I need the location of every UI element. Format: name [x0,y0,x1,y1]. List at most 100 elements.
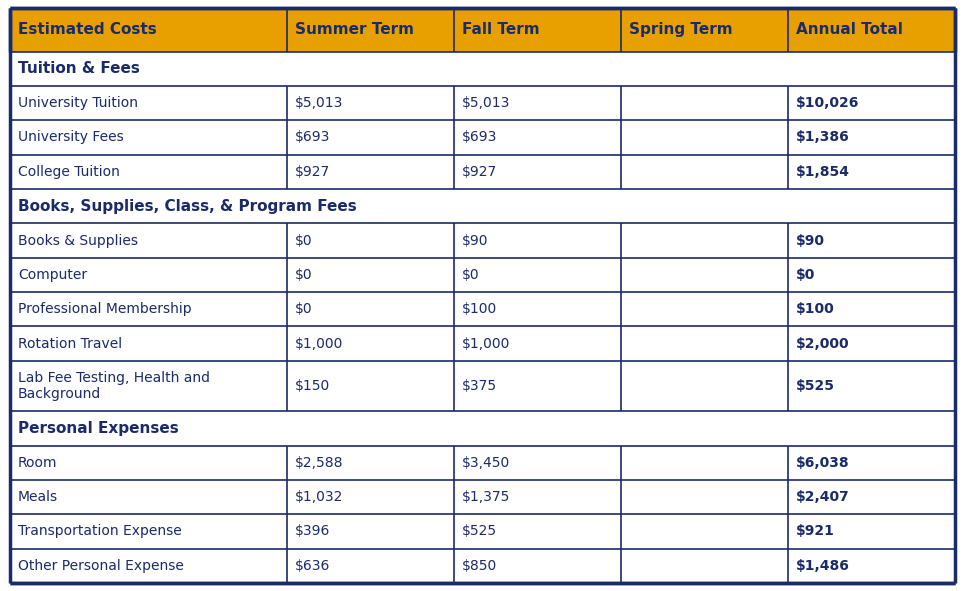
Text: $1,854: $1,854 [796,165,850,179]
Bar [454,8,620,51]
Text: Computer: Computer [18,268,87,282]
Bar [620,155,788,189]
Text: $5,013: $5,013 [462,96,510,110]
Bar [620,514,788,548]
Bar [287,86,454,120]
Bar [454,361,620,411]
Bar [10,223,287,258]
Text: $927: $927 [294,165,330,179]
Text: $850: $850 [462,559,497,573]
Bar [287,120,454,155]
Text: Summer Term: Summer Term [294,22,414,37]
Text: Rotation Travel: Rotation Travel [18,337,123,350]
Bar [454,258,620,292]
Text: $0: $0 [294,268,313,282]
Bar [454,86,620,120]
Bar [788,326,955,361]
Text: $375: $375 [462,379,497,393]
Bar [454,326,620,361]
Bar [287,8,454,51]
Bar [287,548,454,583]
Bar [788,292,955,326]
Bar [788,86,955,120]
Bar [10,86,287,120]
Bar [10,8,287,51]
Text: $150: $150 [294,379,330,393]
Bar [454,514,620,548]
Bar [10,548,287,583]
Bar [454,155,620,189]
Text: University Fees: University Fees [18,131,124,144]
Text: $90: $90 [796,233,825,248]
Text: $921: $921 [796,524,835,538]
Bar [10,446,287,480]
Bar [287,258,454,292]
Text: Books & Supplies: Books & Supplies [18,233,138,248]
Text: University Tuition: University Tuition [18,96,138,110]
Bar [454,446,620,480]
Bar [620,446,788,480]
Text: $1,000: $1,000 [462,337,510,350]
Text: $0: $0 [462,268,480,282]
Bar [287,361,454,411]
Bar [10,120,287,155]
Text: $3,450: $3,450 [462,456,510,470]
Text: Professional Membership: Professional Membership [18,302,192,316]
Text: Transportation Expense: Transportation Expense [18,524,181,538]
Bar [620,361,788,411]
Bar [287,292,454,326]
Bar [10,258,287,292]
Text: Other Personal Expense: Other Personal Expense [18,559,184,573]
Bar [10,361,287,411]
Text: Spring Term: Spring Term [629,22,732,37]
Bar [788,480,955,514]
Text: $0: $0 [294,302,313,316]
Bar [620,8,788,51]
Text: $0: $0 [796,268,815,282]
Bar [620,292,788,326]
Bar [454,292,620,326]
Bar [788,361,955,411]
Bar [454,548,620,583]
Bar [287,480,454,514]
Bar [788,258,955,292]
Text: $693: $693 [462,131,497,144]
Bar [788,8,955,51]
Bar [620,480,788,514]
Text: $525: $525 [462,524,497,538]
Bar [287,326,454,361]
Bar [10,51,955,86]
Bar [10,189,955,223]
Text: Lab Fee Testing, Health and
Background: Lab Fee Testing, Health and Background [18,371,210,401]
Text: $927: $927 [462,165,497,179]
Bar [287,446,454,480]
Text: $1,375: $1,375 [462,490,510,504]
Bar [10,514,287,548]
Bar [620,120,788,155]
Bar [10,480,287,514]
Text: $636: $636 [294,559,330,573]
Text: $396: $396 [294,524,330,538]
Text: $1,000: $1,000 [294,337,344,350]
Bar [620,86,788,120]
Text: $2,000: $2,000 [796,337,849,350]
Text: $2,407: $2,407 [796,490,850,504]
Text: $10,026: $10,026 [796,96,859,110]
Bar [788,155,955,189]
Text: Annual Total: Annual Total [796,22,903,37]
Bar [287,223,454,258]
Text: $1,486: $1,486 [796,559,850,573]
Text: $5,013: $5,013 [294,96,344,110]
Bar [620,548,788,583]
Text: $100: $100 [462,302,497,316]
Text: College Tuition: College Tuition [18,165,120,179]
Bar [10,411,955,446]
Text: Estimated Costs: Estimated Costs [18,22,156,37]
Text: $693: $693 [294,131,330,144]
Text: Tuition & Fees: Tuition & Fees [18,61,140,76]
Bar [788,548,955,583]
Bar [287,155,454,189]
Text: $2,588: $2,588 [294,456,344,470]
Bar [620,223,788,258]
Text: $0: $0 [294,233,313,248]
